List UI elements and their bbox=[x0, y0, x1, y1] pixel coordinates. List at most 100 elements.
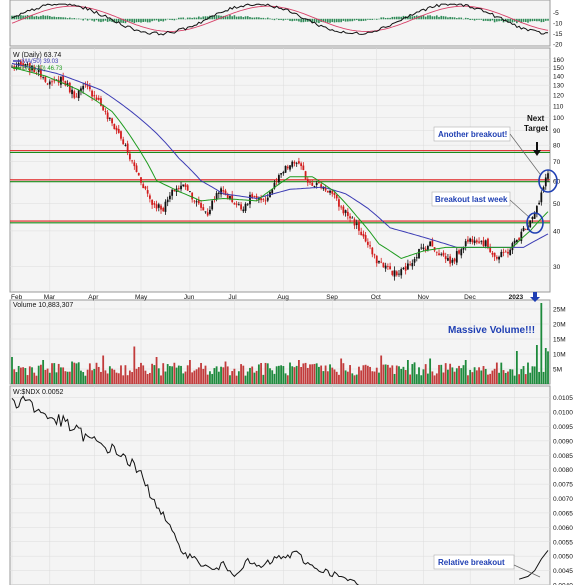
volume-bar bbox=[105, 370, 107, 384]
price-candle-body bbox=[474, 241, 476, 244]
volume-bar bbox=[49, 373, 51, 384]
price-candle-body bbox=[222, 190, 224, 191]
volume-bar bbox=[162, 363, 164, 384]
macd-histogram-bar bbox=[245, 16, 247, 19]
macd-histogram-bar bbox=[62, 17, 64, 19]
price-candle-body bbox=[78, 90, 80, 98]
price-candle-body bbox=[133, 162, 135, 166]
macd-histogram-bar bbox=[474, 19, 476, 21]
price-candle-body bbox=[503, 252, 505, 253]
macd-histogram-bar bbox=[400, 17, 402, 20]
volume-bar bbox=[93, 369, 95, 384]
volume-panel bbox=[10, 300, 550, 384]
macd-histogram-bar bbox=[547, 19, 549, 21]
volume-bar bbox=[500, 363, 502, 384]
macd-histogram-bar bbox=[436, 15, 438, 19]
volume-bar bbox=[265, 363, 267, 384]
price-candle-body bbox=[471, 239, 473, 242]
price-candle-body bbox=[414, 259, 416, 263]
massive-volume-label: Massive Volume!!! bbox=[448, 325, 535, 336]
volume-bar bbox=[31, 367, 33, 384]
volume-bar bbox=[325, 366, 327, 384]
volume-bar bbox=[218, 372, 220, 384]
volume-legend: Volume 10,883,307 bbox=[13, 302, 73, 309]
indicator-tick-label: -15 bbox=[553, 31, 563, 38]
macd-histogram-bar bbox=[325, 19, 327, 22]
volume-bar bbox=[298, 360, 300, 384]
macd-histogram-bar bbox=[396, 17, 398, 20]
volume-bar bbox=[351, 373, 353, 384]
price-candle-body bbox=[280, 173, 282, 175]
price-candle-body bbox=[231, 195, 233, 202]
volume-bar bbox=[436, 373, 438, 384]
macd-histogram-bar bbox=[202, 16, 204, 19]
price-candle-body bbox=[540, 192, 542, 202]
price-candle-body bbox=[109, 118, 111, 119]
price-candle-body bbox=[145, 187, 147, 189]
volume-bar bbox=[18, 366, 20, 384]
macd-histogram-bar bbox=[151, 19, 153, 21]
volume-bar bbox=[29, 366, 31, 384]
price-candle-body bbox=[363, 234, 365, 236]
macd-histogram-bar bbox=[258, 17, 260, 19]
x-tick-label: Jun bbox=[184, 294, 195, 301]
macd-histogram-bar bbox=[109, 19, 111, 21]
volume-bar bbox=[443, 372, 445, 384]
volume-bar bbox=[302, 363, 304, 384]
price-candle-body bbox=[98, 98, 100, 100]
macd-histogram-bar bbox=[367, 19, 369, 20]
price-candle-body bbox=[498, 257, 500, 260]
price-candle-body bbox=[423, 248, 425, 249]
volume-bar bbox=[89, 363, 91, 384]
volume-bar bbox=[487, 375, 489, 384]
macd-histogram-bar bbox=[102, 19, 104, 22]
volume-bar bbox=[387, 365, 389, 384]
macd-histogram-bar bbox=[336, 19, 338, 22]
volume-bar bbox=[309, 364, 311, 384]
price-candle-body bbox=[267, 198, 269, 201]
price-candle-body bbox=[44, 77, 46, 82]
price-candle-body bbox=[289, 165, 291, 169]
volume-bar bbox=[385, 364, 387, 384]
macd-histogram-bar bbox=[42, 15, 44, 19]
ratio-tick-label: 0.0080 bbox=[553, 467, 573, 474]
macd-histogram-bar bbox=[229, 15, 231, 19]
price-candle-body bbox=[345, 210, 347, 213]
macd-histogram-bar bbox=[296, 19, 298, 21]
macd-histogram-bar bbox=[165, 19, 167, 21]
volume-bar bbox=[291, 366, 293, 384]
volume-bar bbox=[153, 365, 155, 384]
volume-bar bbox=[512, 369, 514, 384]
price-candle-body bbox=[405, 266, 407, 270]
price-candle-body bbox=[249, 195, 251, 204]
price-candle-body bbox=[116, 128, 118, 131]
volume-bar bbox=[129, 371, 131, 384]
volume-bar bbox=[496, 363, 498, 384]
macd-histogram-bar bbox=[69, 18, 71, 20]
volume-bar bbox=[216, 366, 218, 384]
volume-bar bbox=[278, 366, 280, 384]
volume-bar bbox=[334, 369, 336, 384]
macd-histogram-bar bbox=[136, 19, 138, 22]
macd-histogram-bar bbox=[249, 17, 251, 19]
volume-bar bbox=[156, 357, 158, 384]
ratio-tick-label: 0.0090 bbox=[553, 438, 573, 445]
indicator-tick-label: -10 bbox=[553, 21, 563, 28]
price-candle-body bbox=[89, 86, 91, 89]
price-candle-body bbox=[71, 90, 73, 94]
volume-bar bbox=[420, 375, 422, 384]
macd-histogram-bar bbox=[369, 19, 371, 20]
price-candle-body bbox=[151, 200, 153, 205]
volume-bar bbox=[354, 375, 356, 384]
macd-histogram-bar bbox=[216, 15, 218, 19]
macd-histogram-bar bbox=[274, 19, 276, 20]
macd-histogram-bar bbox=[371, 19, 373, 20]
volume-bar bbox=[20, 368, 22, 384]
x-tick-label: Feb bbox=[11, 294, 23, 301]
price-candle-body bbox=[260, 198, 262, 200]
volume-bar bbox=[111, 369, 113, 384]
macd-histogram-bar bbox=[56, 17, 58, 19]
volume-tick-label: 15M bbox=[553, 337, 566, 344]
x-tick-label: Nov bbox=[417, 294, 429, 301]
price-candle-body bbox=[105, 111, 107, 112]
